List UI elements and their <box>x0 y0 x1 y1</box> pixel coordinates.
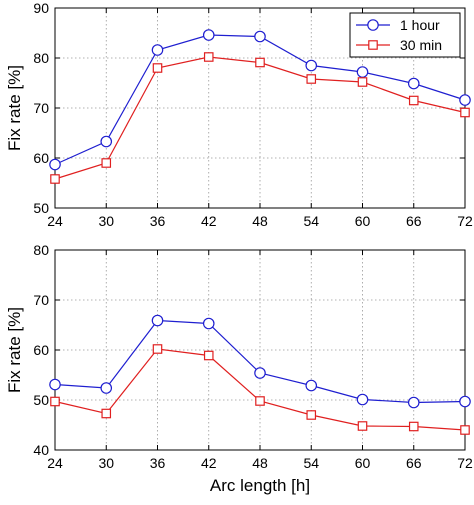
top-chart-panel: 24 30 36 42 48 54 60 66 72 50 60 70 80 90 Fix rate [%]… <box>5 0 473 229</box>
data-point-circle <box>407 396 420 409</box>
data-point-circle <box>49 378 61 391</box>
data-point-circle <box>151 44 164 56</box>
data-point-circle <box>254 30 266 43</box>
data-point-circle <box>356 66 369 78</box>
x-tick-label: 36 <box>150 213 166 229</box>
x-tick-label: 42 <box>201 455 217 471</box>
y-tick-label: 40 <box>33 442 49 458</box>
x-tick-label: 24 <box>47 455 63 471</box>
y-tick-label: 90 <box>33 0 49 16</box>
data-point-circle <box>49 158 61 171</box>
data-point-square <box>255 57 265 68</box>
data-point-circle <box>151 314 164 327</box>
data-point-square <box>306 74 317 84</box>
x-tick-label: 72 <box>457 213 473 229</box>
y-tick-label: 70 <box>33 292 49 308</box>
y-axis-label: Fix rate [%] <box>5 65 24 151</box>
data-point-square <box>408 95 419 106</box>
data-point-circle <box>459 94 471 106</box>
legend: 1 hour 30 min <box>349 12 461 58</box>
x-axis-label: Arc length [h] <box>210 476 310 495</box>
data-point-circle <box>100 135 113 148</box>
data-point-square <box>50 174 60 184</box>
y-tick-label: 50 <box>33 200 49 216</box>
x-tick-label: 36 <box>150 455 166 471</box>
y-tick-label: 80 <box>33 50 49 66</box>
x-tick-label: 24 <box>47 213 63 229</box>
data-point-square <box>460 107 470 118</box>
legend-label: 1 hour <box>400 17 440 33</box>
data-point-circle <box>100 382 113 394</box>
data-point-circle <box>305 379 318 392</box>
x-tick-label: 60 <box>355 213 371 229</box>
data-point-square <box>408 421 419 432</box>
data-point-circle <box>356 393 369 406</box>
y-tick-label: 60 <box>33 342 49 358</box>
data-point-circle <box>407 77 420 90</box>
data-point-square <box>306 410 317 420</box>
x-tick-label: 60 <box>355 455 371 471</box>
legend-label: 30 min <box>400 37 442 53</box>
data-point-circle <box>254 367 266 379</box>
y-tick-label: 60 <box>33 150 49 166</box>
x-tick-label: 42 <box>201 213 217 229</box>
data-point-square <box>203 350 214 361</box>
data-point-square <box>460 425 470 435</box>
x-tick-label: 66 <box>406 455 422 471</box>
x-tick-label: 72 <box>457 455 473 471</box>
x-tick-label: 48 <box>252 455 268 471</box>
x-tick-label: 48 <box>252 213 268 229</box>
bottom-chart-panel: 24 30 36 42 48 54 60 66 72 40 50 60 70 80 Fix rate [%]… <box>5 242 473 495</box>
x-tick-label: 66 <box>406 213 422 229</box>
data-point-square <box>50 396 60 407</box>
legend-marker-square <box>368 40 378 50</box>
y-axis-label: Fix rate [%] <box>5 307 24 393</box>
data-point-square <box>101 158 112 168</box>
data-point-circle <box>459 395 471 408</box>
x-tick-label: 54 <box>303 455 319 471</box>
y-tick-label: 80 <box>33 242 49 258</box>
x-tick-label: 30 <box>98 455 114 471</box>
x-tick-label: 54 <box>303 213 319 229</box>
legend-marker-circle <box>367 19 379 31</box>
x-tick-label: 30 <box>98 213 114 229</box>
data-point-square <box>101 408 112 419</box>
data-point-square <box>152 344 163 354</box>
data-point-circle <box>305 59 318 72</box>
y-tick-label: 50 <box>33 392 49 408</box>
data-point-square <box>203 52 214 62</box>
data-point-square <box>357 421 368 431</box>
data-point-circle <box>202 29 215 41</box>
data-point-square <box>152 63 163 73</box>
y-tick-label: 70 <box>33 100 49 116</box>
data-point-circle <box>202 317 215 330</box>
data-point-square <box>357 77 368 87</box>
data-point-square <box>255 396 265 406</box>
